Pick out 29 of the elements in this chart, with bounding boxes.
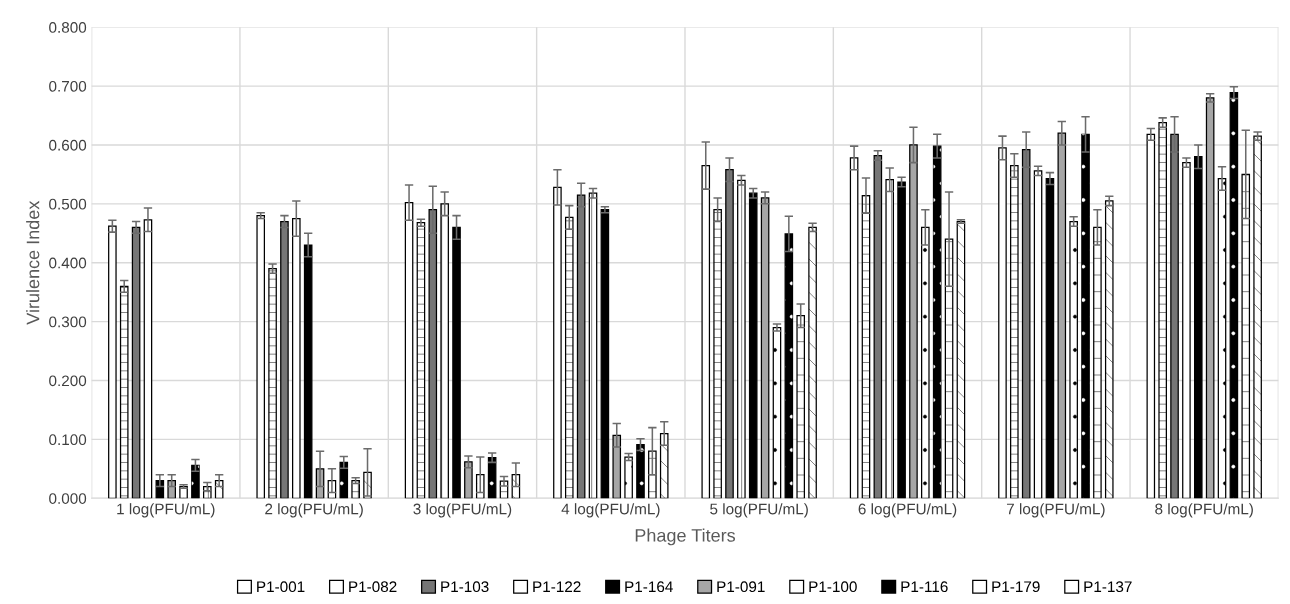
x-axis-title: Phage Titers xyxy=(635,528,736,546)
x-tick-label: 8 log(PFU/mL) xyxy=(1155,503,1253,518)
x-tick-label: 5 log(PFU/mL) xyxy=(710,503,808,518)
legend-label: P1-091 xyxy=(717,581,765,593)
y-tick-label: 0.000 xyxy=(49,493,87,504)
legend-label: P1-116 xyxy=(901,581,948,593)
legend-label: P1-082 xyxy=(349,581,397,593)
x-tick-label: 3 log(PFU/mL) xyxy=(413,503,512,518)
legend-label: P1-164 xyxy=(625,581,673,593)
legend-label: P1-137 xyxy=(1084,581,1132,593)
legend-label: P1-103 xyxy=(441,581,489,593)
legend-label: P1-100 xyxy=(809,581,857,593)
legend-label: P1-001 xyxy=(257,581,305,593)
y-tick-label: 0.400 xyxy=(49,257,87,269)
y-tick-label: 0.500 xyxy=(49,198,87,210)
y-tick-label: 0.100 xyxy=(49,434,87,446)
y-axis-title: Virulence Index xyxy=(26,200,40,325)
legend-label: P1-179 xyxy=(992,581,1040,593)
y-tick-label: 0.600 xyxy=(49,139,87,151)
x-tick-label: 7 log(PFU/mL) xyxy=(1006,503,1105,518)
y-tick-label: 0.800 xyxy=(49,22,87,33)
y-tick-label: 0.700 xyxy=(49,80,87,92)
legend-label: P1-122 xyxy=(533,581,581,592)
x-tick-label: 6 log(PFU/mL) xyxy=(858,503,957,518)
y-tick-label: 0.200 xyxy=(49,375,87,387)
y-tick-label: 0.300 xyxy=(49,316,87,328)
x-tick-label: 2 log(PFU/mL) xyxy=(265,503,363,518)
x-tick-label: 4 log(PFU/mL) xyxy=(561,503,660,518)
x-tick-label: 1 log(PFU/mL) xyxy=(117,503,215,518)
